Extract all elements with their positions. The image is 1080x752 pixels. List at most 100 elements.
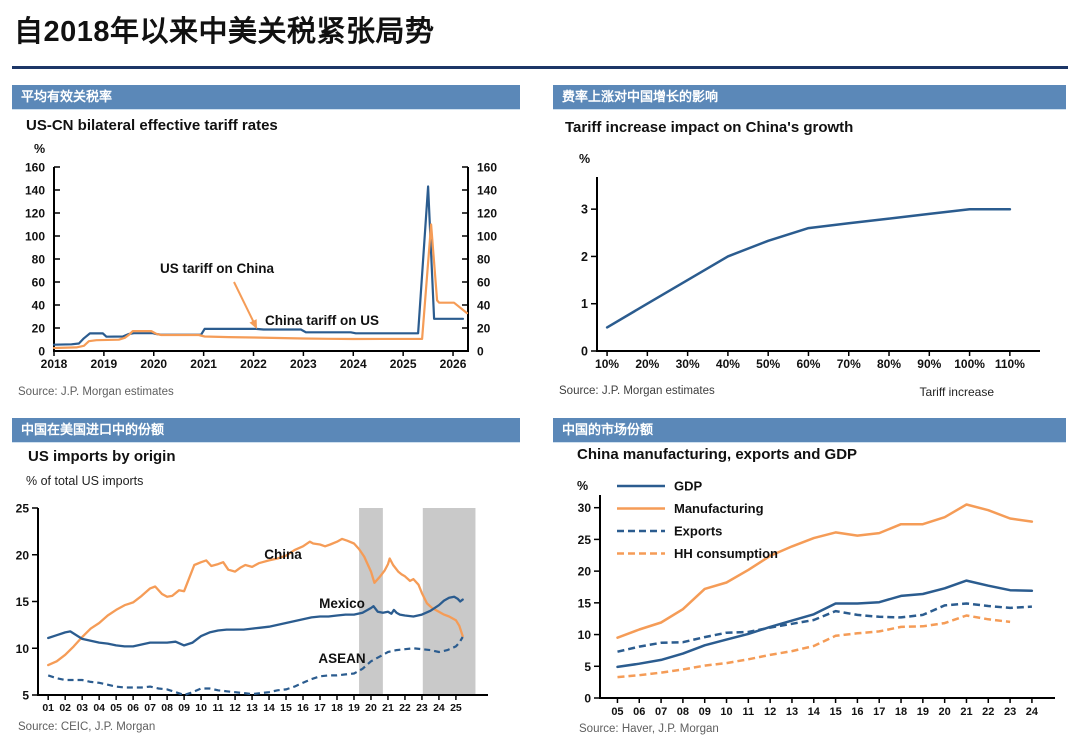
svg-text:China tariff on US: China tariff on US — [265, 313, 379, 328]
panel-tariff-rates: 平均有效关税率 US-CN bilateral effective tariff… — [12, 85, 520, 418]
svg-text:30%: 30% — [676, 357, 700, 371]
source-note: Source: J.P. Morgan estimates — [18, 386, 174, 398]
svg-text:02: 02 — [59, 702, 71, 714]
panel-banner: 中国在美国进口中的份额 — [12, 418, 520, 443]
svg-text:19: 19 — [348, 702, 360, 714]
svg-text:US tariff on China: US tariff on China — [160, 261, 274, 276]
svg-text:16: 16 — [851, 706, 863, 718]
svg-text:%: % — [579, 152, 590, 166]
svg-text:2018: 2018 — [41, 357, 68, 371]
svg-text:25: 25 — [578, 533, 592, 547]
svg-text:20: 20 — [16, 548, 30, 562]
svg-text:70%: 70% — [837, 357, 861, 371]
svg-text:06: 06 — [127, 702, 139, 714]
svg-text:110%: 110% — [995, 357, 1025, 371]
svg-text:24: 24 — [1026, 706, 1039, 718]
svg-text:160: 160 — [477, 161, 497, 175]
svg-text:100: 100 — [477, 230, 497, 244]
svg-text:10: 10 — [16, 642, 30, 656]
svg-text:23: 23 — [416, 702, 428, 714]
source-note: Source: J.P. Morgan estimates — [559, 385, 715, 397]
svg-text:15: 15 — [16, 595, 30, 609]
y-axis-unit-label: % of total US imports — [26, 474, 144, 488]
svg-text:60%: 60% — [796, 357, 820, 371]
svg-text:03: 03 — [76, 702, 88, 714]
svg-text:2023: 2023 — [290, 357, 317, 371]
svg-text:12: 12 — [229, 702, 241, 714]
svg-text:60: 60 — [32, 276, 46, 290]
svg-text:16: 16 — [297, 702, 309, 714]
svg-text:50%: 50% — [756, 357, 780, 371]
svg-text:14: 14 — [263, 702, 275, 714]
svg-text:11: 11 — [743, 706, 755, 718]
svg-text:20%: 20% — [635, 357, 659, 371]
svg-text:15: 15 — [280, 702, 292, 714]
svg-text:0: 0 — [584, 692, 591, 706]
svg-text:20: 20 — [32, 322, 46, 336]
svg-text:60: 60 — [477, 276, 491, 290]
panel-growth-impact: 费率上涨对中国增长的影响 Tariff increase impact on C… — [553, 85, 1066, 418]
svg-text:100%: 100% — [954, 357, 985, 371]
svg-text:17: 17 — [314, 702, 326, 714]
svg-text:10: 10 — [195, 702, 207, 714]
svg-text:06: 06 — [633, 706, 645, 718]
svg-text:11: 11 — [213, 702, 224, 714]
svg-text:80%: 80% — [877, 357, 901, 371]
svg-text:2022: 2022 — [240, 357, 267, 371]
svg-text:10: 10 — [578, 628, 592, 642]
svg-text:GDP: GDP — [674, 479, 703, 494]
us-imports-chart: 5 10 15 20 25 01 02 03 04 05 06 07 08 09 10 11 12 13 14 15 1… — [16, 502, 488, 714]
svg-text:China: China — [264, 547, 302, 562]
svg-text:2019: 2019 — [91, 357, 118, 371]
svg-text:2021: 2021 — [190, 357, 217, 371]
x-axis-label: Tariff increase — [919, 385, 994, 399]
svg-text:05: 05 — [611, 706, 623, 718]
svg-text:2: 2 — [581, 250, 588, 264]
svg-text:0: 0 — [581, 345, 588, 359]
svg-text:22: 22 — [982, 706, 994, 718]
svg-text:Mexico: Mexico — [319, 596, 365, 611]
svg-text:140: 140 — [477, 184, 497, 198]
svg-text:17: 17 — [873, 706, 885, 718]
chart-title: US imports by origin — [28, 448, 176, 465]
chart-title: US-CN bilateral effective tariff rates — [26, 117, 278, 134]
svg-text:Exports: Exports — [674, 524, 722, 539]
svg-text:21: 21 — [382, 702, 394, 714]
svg-text:05: 05 — [110, 702, 122, 714]
page-title: 自2018年以来中美关税紧张局势 — [14, 16, 435, 48]
svg-text:%: % — [577, 479, 588, 493]
svg-text:18: 18 — [895, 706, 907, 718]
svg-text:25: 25 — [16, 502, 30, 516]
svg-text:120: 120 — [477, 207, 497, 221]
svg-text:10: 10 — [720, 706, 732, 718]
svg-text:21: 21 — [960, 706, 972, 718]
svg-text:14: 14 — [808, 706, 821, 718]
svg-text:07: 07 — [144, 702, 156, 714]
svg-text:20: 20 — [477, 322, 491, 336]
svg-text:90%: 90% — [917, 357, 941, 371]
svg-text:25: 25 — [450, 702, 462, 714]
svg-text:80: 80 — [477, 253, 491, 267]
svg-text:30: 30 — [578, 501, 592, 515]
svg-text:2020: 2020 — [140, 357, 167, 371]
svg-text:Manufacturing: Manufacturing — [674, 501, 764, 516]
panel-china-shares: 中国的市场份额 China manufacturing, exports and… — [553, 418, 1066, 752]
svg-text:15: 15 — [829, 706, 841, 718]
svg-text:08: 08 — [677, 706, 689, 718]
svg-text:04: 04 — [93, 702, 105, 714]
panel-us-imports: 中国在美国进口中的份额 US imports by origin % of to… — [12, 418, 520, 752]
svg-text:140: 140 — [25, 184, 45, 198]
source-note: Source: CEIC, J.P. Morgan — [18, 721, 156, 733]
chart-title: Tariff increase impact on China's growth — [565, 119, 854, 136]
panel-banner: 中国的市场份额 — [553, 418, 1066, 443]
svg-text:12: 12 — [764, 706, 776, 718]
svg-text:24: 24 — [433, 702, 445, 714]
svg-text:0: 0 — [477, 345, 484, 359]
svg-text:13: 13 — [246, 702, 258, 714]
svg-text:15: 15 — [578, 596, 592, 610]
chart-title: China manufacturing, exports and GDP — [577, 446, 858, 463]
svg-text:13: 13 — [786, 706, 798, 718]
panel-banner: 平均有效关税率 — [12, 85, 520, 110]
